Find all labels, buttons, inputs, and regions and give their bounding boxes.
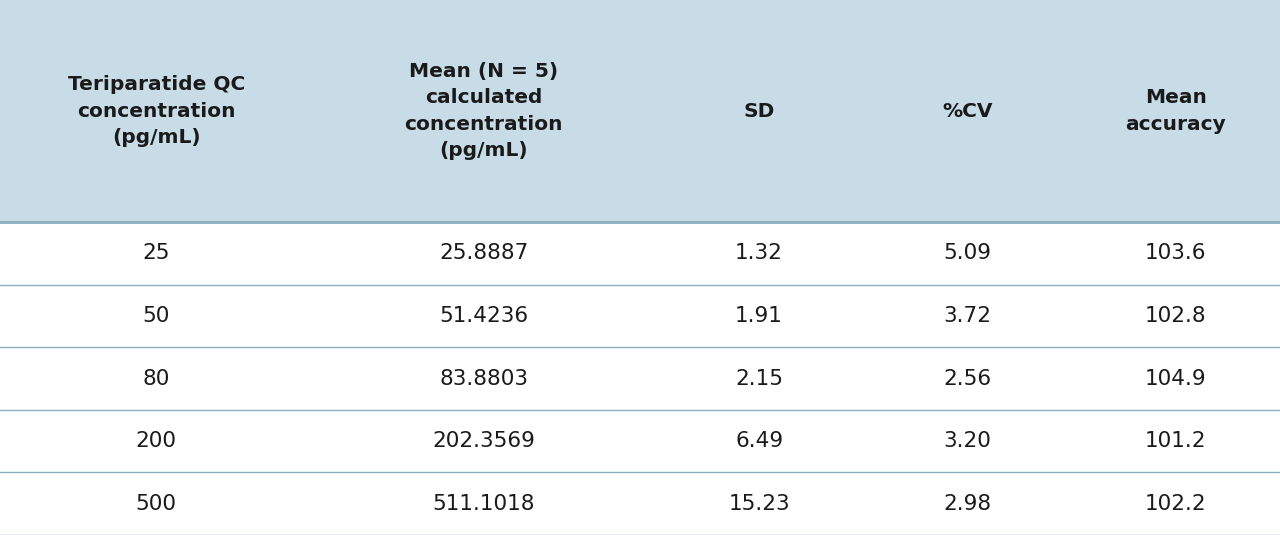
Text: Mean (N = 5)
calculated
concentration
(pg/mL): Mean (N = 5) calculated concentration (p… — [404, 62, 563, 160]
Bar — [0, 410, 1280, 472]
Text: 500: 500 — [136, 494, 177, 514]
Text: 5.09: 5.09 — [943, 243, 992, 263]
Text: 15.23: 15.23 — [728, 494, 790, 514]
Text: 80: 80 — [142, 369, 170, 388]
Text: 51.4236: 51.4236 — [439, 306, 529, 326]
Text: 2.56: 2.56 — [943, 369, 992, 388]
Text: %CV: %CV — [942, 102, 993, 120]
Text: 102.2: 102.2 — [1146, 494, 1207, 514]
Text: 1.32: 1.32 — [735, 243, 783, 263]
Text: 83.8803: 83.8803 — [439, 369, 529, 388]
Text: 25.8887: 25.8887 — [439, 243, 529, 263]
Bar — [0, 347, 1280, 410]
Text: 102.8: 102.8 — [1146, 306, 1207, 326]
Text: 202.3569: 202.3569 — [433, 431, 535, 451]
Bar — [0, 222, 1280, 285]
Text: 3.72: 3.72 — [943, 306, 992, 326]
Text: 3.20: 3.20 — [943, 431, 992, 451]
Bar — [0, 0, 1280, 222]
Text: 2.98: 2.98 — [943, 494, 992, 514]
Text: Mean
accuracy: Mean accuracy — [1125, 88, 1226, 134]
Text: 104.9: 104.9 — [1146, 369, 1207, 388]
Bar — [0, 472, 1280, 535]
Text: 6.49: 6.49 — [735, 431, 783, 451]
Text: 103.6: 103.6 — [1146, 243, 1207, 263]
Text: 200: 200 — [136, 431, 177, 451]
Bar — [0, 285, 1280, 347]
Text: SD: SD — [744, 102, 774, 120]
Text: 1.91: 1.91 — [735, 306, 783, 326]
Text: 511.1018: 511.1018 — [433, 494, 535, 514]
Text: 2.15: 2.15 — [735, 369, 783, 388]
Text: Teriparatide QC
concentration
(pg/mL): Teriparatide QC concentration (pg/mL) — [68, 75, 244, 147]
Text: 101.2: 101.2 — [1146, 431, 1207, 451]
Text: 50: 50 — [142, 306, 170, 326]
Text: 25: 25 — [142, 243, 170, 263]
